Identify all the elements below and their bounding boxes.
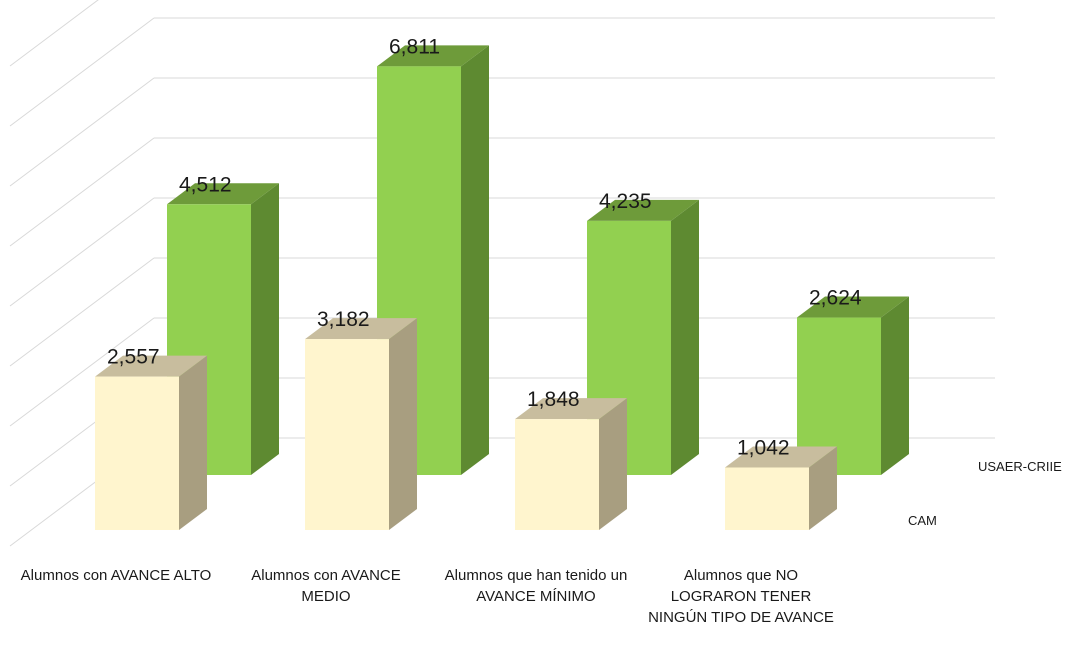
- bar-top: [725, 446, 837, 468]
- bar-front: [725, 467, 809, 530]
- bar-side: [461, 45, 489, 476]
- gridline-side: [9, 17, 155, 127]
- bar-top: [377, 45, 489, 67]
- data-label-usaer-criie-3: 2,624: [809, 287, 862, 310]
- data-label-usaer-criie-0: 4,512: [179, 173, 232, 196]
- series-label-usaer-criie: USAER-CRIIE: [978, 459, 1062, 474]
- bar-top: [95, 355, 207, 377]
- gridline-side: [9, 137, 155, 247]
- category-label-sin-avance: Alumnos que NO LOGRARON TENER NINGÚN TIP…: [648, 567, 834, 626]
- bar-cam-3: [725, 446, 837, 530]
- bar-side: [179, 355, 207, 530]
- data-label-cam-1: 3,182: [317, 308, 370, 331]
- bar-cam-0: [95, 355, 207, 530]
- bar-top: [305, 318, 417, 340]
- cam-data-labels: 2,557 3,182 1,848 1,042: [107, 308, 790, 459]
- series-label-cam: CAM: [908, 513, 937, 528]
- gridline-side: [9, 77, 155, 187]
- bar-front: [515, 419, 599, 530]
- bar-top: [515, 398, 627, 420]
- bar-top: [167, 183, 279, 205]
- bar-front: [305, 339, 389, 530]
- gridlines: [9, 0, 995, 547]
- gridline-side: [9, 197, 155, 307]
- bar-top: [587, 199, 699, 221]
- data-label-cam-3: 1,042: [737, 436, 790, 459]
- usaer-criie-series: [167, 45, 909, 476]
- category-label-avance-alto: Alumnos con AVANCE ALTO: [20, 567, 212, 584]
- bar-front: [95, 376, 179, 530]
- gridline-side: [9, 317, 155, 427]
- bar-usaer-criie-0: [167, 183, 279, 475]
- data-label-usaer-criie-2: 4,235: [599, 190, 652, 213]
- bar-usaer-criie-3: [797, 296, 909, 475]
- bar-side: [599, 398, 627, 530]
- bar-cam-1: [305, 318, 417, 530]
- bar-side: [251, 183, 279, 475]
- gridline-side: [9, 0, 99, 67]
- cam-series: [95, 318, 837, 530]
- bar-top: [797, 296, 909, 318]
- category-label-avance-minimo: Alumnos que han tenido un AVANCE MÍNIMO: [444, 567, 628, 605]
- bar-cam-2: [515, 398, 627, 530]
- usaer-criie-data-labels: 4,512 6,811 4,235 2,624: [179, 35, 862, 309]
- bar-side: [881, 296, 909, 475]
- bar-side: [671, 199, 699, 475]
- bar-side: [389, 318, 417, 530]
- data-label-cam-0: 2,557: [107, 346, 160, 369]
- data-label-usaer-criie-1: 6,811: [389, 35, 440, 58]
- category-label-avance-medio: Alumnos con AVANCE MEDIO: [251, 567, 401, 605]
- bar-side: [809, 446, 837, 530]
- gridline-side: [9, 257, 155, 367]
- data-label-cam-2: 1,848: [527, 388, 580, 411]
